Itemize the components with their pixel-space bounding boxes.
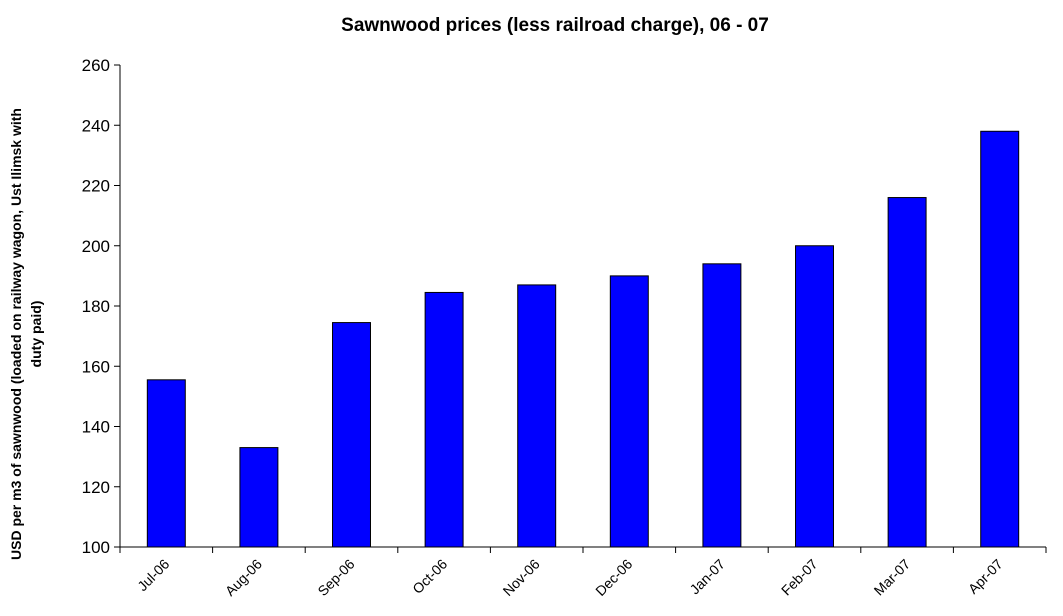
x-tick-label-oct-06: Oct-06 — [409, 556, 450, 597]
x-tick-label-dec-06: Dec-06 — [592, 556, 635, 599]
x-tick-label-aug-06: Aug-06 — [222, 556, 265, 599]
y-tick-label-160: 160 — [82, 357, 110, 376]
x-tick-label-jan-07: Jan-07 — [686, 556, 728, 598]
y-axis-label: USD per m3 of sawnwood (loaded on railwa… — [8, 108, 44, 560]
y-tick-label-100: 100 — [82, 538, 110, 557]
y-tick-labels: 100 120 140 160 180 200 220 240 260 — [82, 56, 110, 557]
bar-nov-06 — [517, 284, 557, 548]
y-tick-label-140: 140 — [82, 418, 110, 437]
x-tick-labels: Jul-06 Aug-06 Sep-06 Oct-06 Nov-06 Dec-06 Jan-… — [134, 556, 1006, 599]
bar-jul-06 — [146, 379, 186, 548]
bar-oct-06 — [424, 291, 464, 548]
bars-layer — [146, 130, 1020, 548]
y-axis-label-line-2: duty paid) — [28, 301, 44, 368]
bar-apr-07 — [980, 130, 1020, 548]
x-tick-label-apr-07: Apr-07 — [965, 556, 1006, 597]
axes-layer — [114, 64, 1047, 553]
bar-mar-07 — [887, 197, 927, 548]
y-tick-label-220: 220 — [82, 177, 110, 196]
bar-aug-06 — [239, 447, 279, 548]
y-tick-label-260: 260 — [82, 56, 110, 75]
chart-title: Sawnwood prices (less railroad charge), … — [341, 15, 769, 36]
y-axis-label-line-1: USD per m3 of sawnwood (loaded on railwa… — [8, 108, 24, 560]
y-tick-label-200: 200 — [82, 237, 110, 256]
x-tick-label-sep-06: Sep-06 — [314, 556, 357, 599]
y-tick-label-180: 180 — [82, 297, 110, 316]
bar-feb-07 — [795, 245, 834, 548]
x-tick-label-jul-06: Jul-06 — [134, 556, 172, 594]
bar-sep-06 — [332, 322, 371, 548]
x-tick-label-nov-06: Nov-06 — [500, 556, 543, 599]
y-tick-label-240: 240 — [82, 116, 110, 135]
y-tick-label-120: 120 — [82, 478, 110, 497]
x-tick-label-mar-07: Mar-07 — [871, 556, 914, 599]
bar-dec-06 — [609, 275, 649, 548]
x-tick-label-feb-07: Feb-07 — [778, 556, 821, 599]
bar-jan-07 — [702, 263, 742, 548]
